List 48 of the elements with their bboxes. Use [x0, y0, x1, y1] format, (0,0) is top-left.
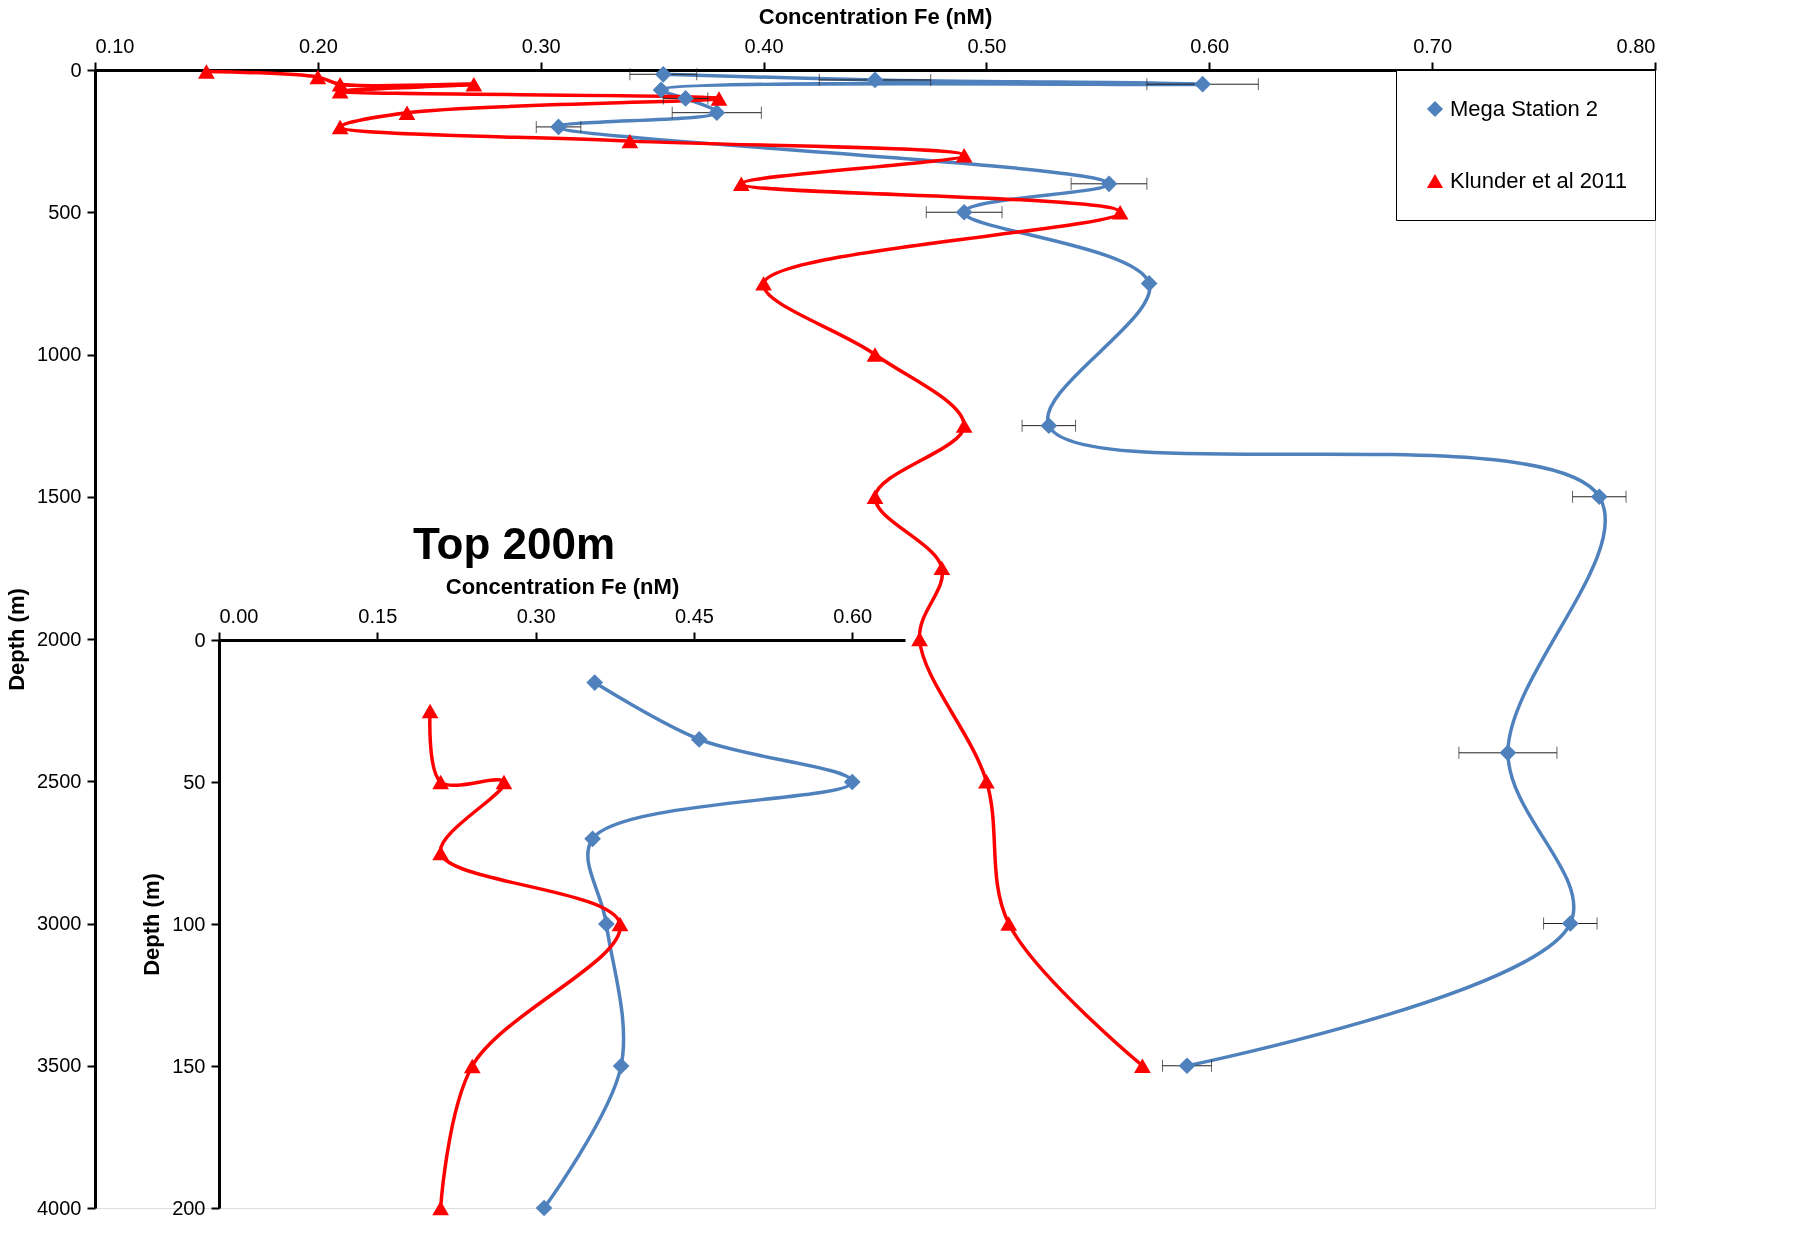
y-tick-label: 50	[183, 770, 206, 793]
x-tick-label: 0.60	[833, 604, 873, 627]
legend-label: Mega Station 2	[1450, 96, 1598, 121]
y-tick-label: 2500	[37, 769, 82, 792]
x-tick-label: 0.80	[1616, 34, 1656, 57]
y-tick-label: 0	[194, 628, 206, 651]
point	[597, 915, 615, 933]
x-axis-title: Concentration Fe (nM)	[445, 573, 680, 599]
x-tick-label: 0.70	[1413, 34, 1453, 57]
x-axis-title: Concentration Fe (nM)	[758, 3, 993, 29]
point	[463, 1058, 481, 1074]
y-tick-label: 3500	[37, 1054, 82, 1077]
point	[586, 674, 604, 691]
y-axis-title: Depth (m)	[139, 873, 165, 976]
point	[432, 845, 449, 861]
y-axis-title: Depth (m)	[4, 588, 30, 691]
point	[690, 731, 708, 748]
x-tick-label: 0.30	[516, 604, 556, 627]
x-tick-label: 0.45	[674, 604, 714, 627]
y-tick-label: 4000	[37, 1196, 82, 1219]
y-tick-label: 2000	[37, 627, 82, 650]
y-tick-label: 150	[172, 1054, 206, 1077]
y-tick-label: 1000	[37, 343, 82, 365]
x-tick-label: 0.40	[744, 34, 784, 57]
point	[535, 1199, 553, 1217]
chart-title: Top 200m	[412, 519, 616, 568]
y-tick-label: 3000	[37, 912, 82, 934]
x-tick-label: 0.00	[219, 604, 259, 627]
point	[584, 830, 601, 848]
point	[432, 774, 449, 790]
point	[611, 916, 629, 932]
x-tick-label: 0.20	[298, 34, 338, 57]
point	[421, 703, 439, 719]
x-tick-label: 0.60	[1190, 34, 1230, 57]
x-tick-label: 0.15	[358, 604, 398, 627]
y-tick-label: 1500	[37, 485, 82, 508]
y-tick-label: 100	[172, 912, 206, 935]
y-tick-label: 500	[48, 200, 82, 223]
y-tick-label: 200	[172, 1196, 206, 1219]
x-tick-label: 0.30	[521, 34, 561, 57]
point	[843, 773, 861, 791]
legend-label: Klunder et al 2011	[1450, 168, 1627, 193]
x-tick-label: 0.10	[95, 34, 135, 57]
point	[432, 1200, 449, 1216]
x-tick-label: 0.50	[967, 34, 1007, 57]
point	[612, 1057, 630, 1075]
point	[495, 774, 513, 790]
y-tick-label: 0	[70, 58, 82, 81]
